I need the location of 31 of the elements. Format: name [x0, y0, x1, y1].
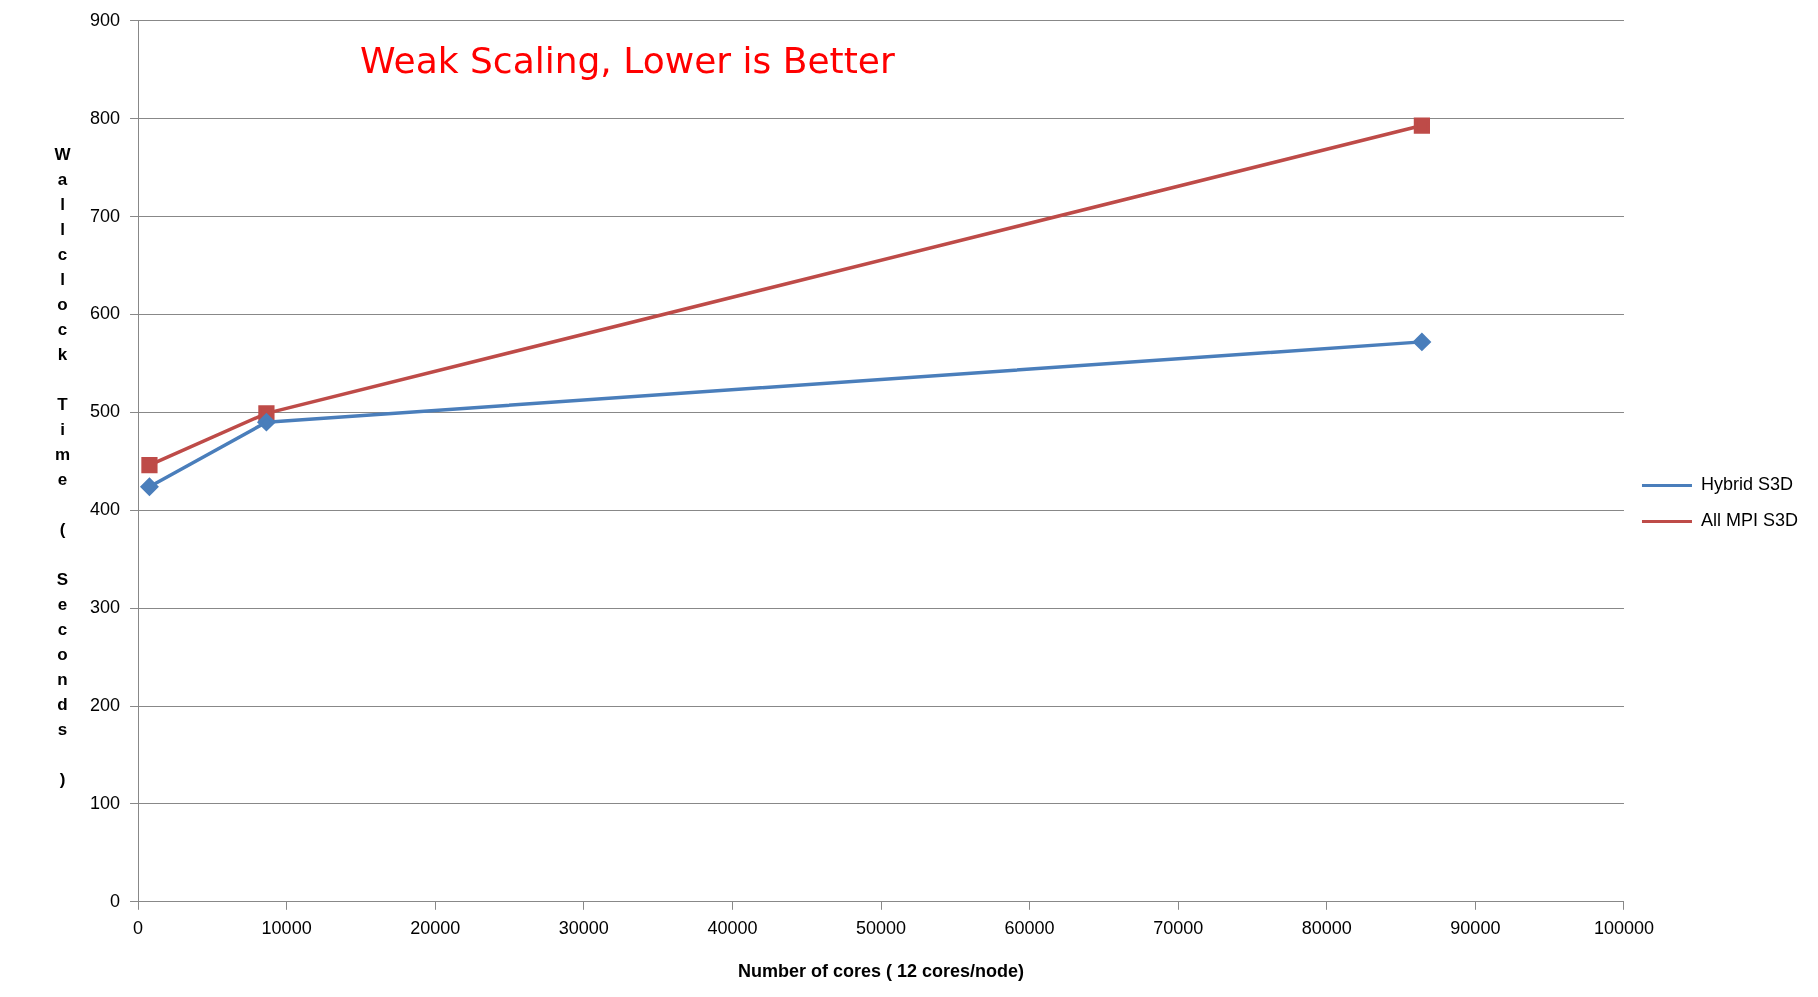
x-tick-label: 10000 [261, 917, 312, 938]
x-tick-label: 30000 [558, 917, 609, 938]
legend-label: Hybrid S3D [1700, 474, 1794, 495]
y-tick-label: 900 [89, 9, 121, 30]
legend-label: All MPI S3D [1700, 510, 1799, 531]
text: Weak Scaling, Lower is Better [360, 40, 895, 81]
x-tick-label: 90000 [1450, 917, 1501, 938]
y-tick-label: 700 [89, 205, 121, 226]
x-tick-label: 80000 [1301, 917, 1352, 938]
y-tick-label: 300 [89, 597, 121, 618]
y-tick-label: 600 [89, 303, 121, 324]
point [1413, 333, 1431, 351]
x-tick-label: 60000 [1004, 917, 1055, 938]
point [1413, 117, 1430, 134]
y-tick-label: 200 [89, 694, 121, 715]
x-tick-label: 100000 [1593, 917, 1655, 938]
x-tick-label: 70000 [1153, 917, 1204, 938]
x-tick-label: 50000 [855, 917, 907, 938]
y-tick-label: 800 [89, 107, 121, 128]
point [140, 478, 159, 496]
x-tick-label: 40000 [707, 917, 758, 938]
y-tick-label: 0 [110, 890, 121, 911]
x-tick-label: 20000 [410, 917, 461, 938]
y-tick-label: 100 [89, 792, 121, 813]
x-tick-label: 0 [133, 917, 144, 938]
point [257, 413, 276, 431]
x-axis-title: Number of cores ( 12 cores/node) [737, 961, 1025, 982]
point [141, 457, 158, 474]
y-tick-label: 500 [89, 401, 121, 422]
y-axis-title: Wallclock Time ( Seconds ) [52, 145, 72, 795]
y-tick-label: 400 [89, 499, 121, 520]
